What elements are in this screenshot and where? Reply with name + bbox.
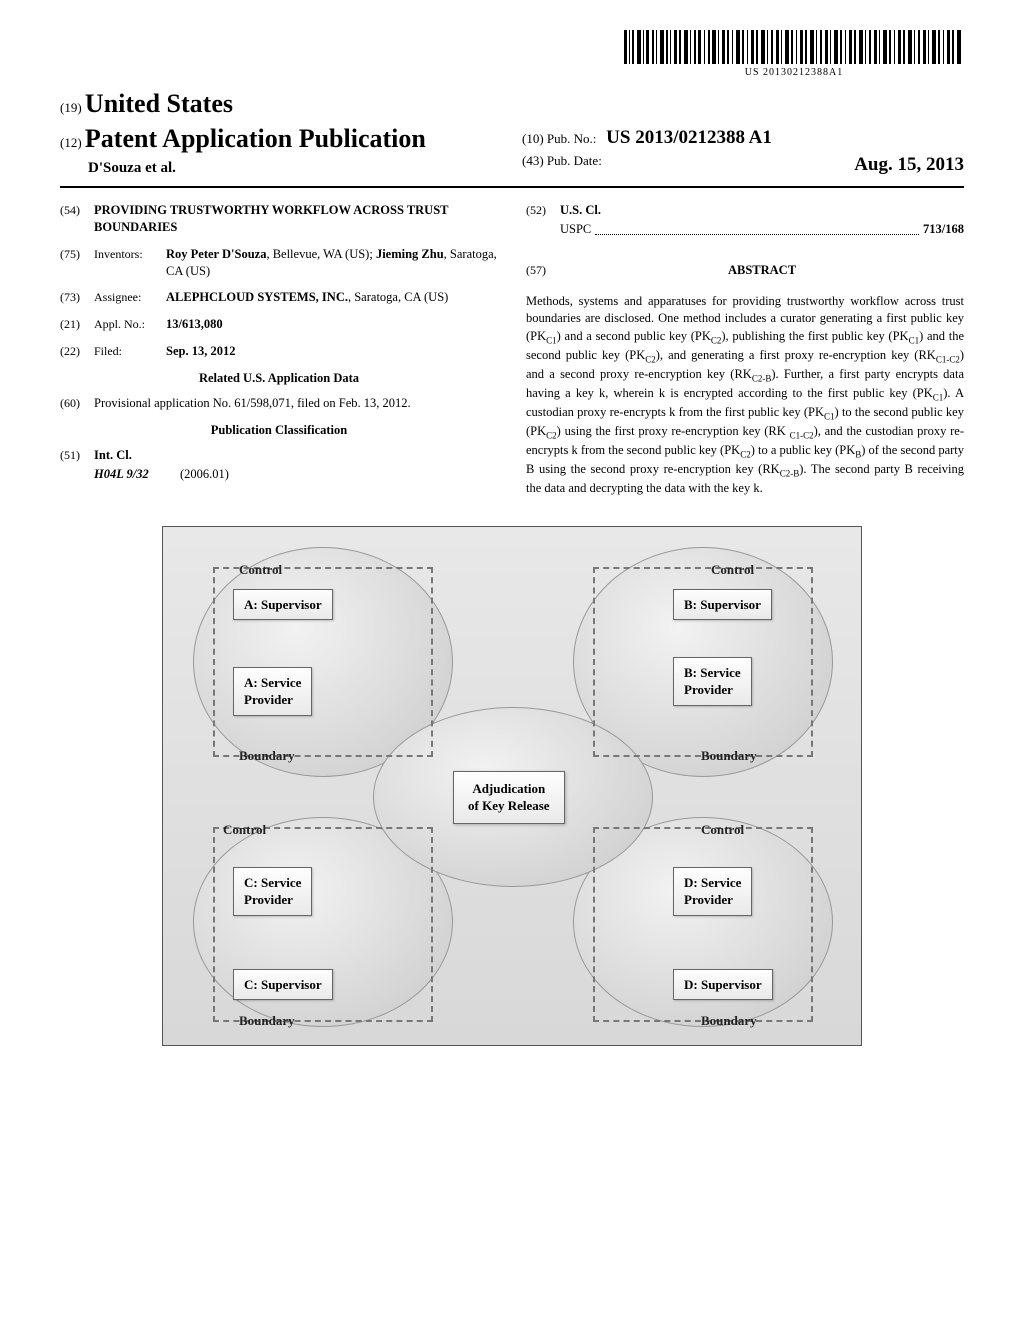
diagram-label: Boundary [701,1012,757,1030]
pubno-label: Pub. No.: [547,131,596,146]
applno-code: (21) [60,316,94,333]
diagram-label: Control [223,821,266,839]
barcode-text: US 20130212388A1 [624,66,964,80]
header-right: (10) Pub. No.: US 2013/0212388 A1 (43) P… [502,125,964,178]
filed-row: (22) Filed: Sep. 13, 2012 [60,343,498,360]
divider [60,186,964,188]
diagram-node: B: ServiceProvider [673,657,752,706]
intcl-class-row: H04L 9/32 (2006.01) [60,466,498,483]
intcl-year: (2006.01) [180,467,229,481]
inventors-value: Roy Peter D'Souza, Bellevue, WA (US); Ji… [166,246,498,280]
provisional-text: Provisional application No. 61/598,071, … [94,395,498,412]
patent-title: PROVIDING TRUSTWORTHY WORKFLOW ACROSS TR… [94,202,498,236]
pubclass-heading: Publication Classification [60,422,498,439]
header-left: (19) United States (12) Patent Applicati… [60,86,502,178]
uspc-value: 713/168 [923,221,964,238]
inventors-code: (75) [60,246,94,280]
pubdate-code: (43) [522,153,544,168]
diagram-label: Boundary [239,747,295,765]
diagram-node: D: Supervisor [673,969,773,1001]
left-column: (54) PROVIDING TRUSTWORTHY WORKFLOW ACRO… [60,202,498,498]
inventors-label: Inventors: [94,246,166,280]
diagram-node: A: Supervisor [233,589,333,621]
authors: D'Souza et al. [60,158,502,178]
header: (19) United States (12) Patent Applicati… [60,86,964,178]
diagram-label: Boundary [239,1012,295,1030]
country-name: United States [85,89,233,118]
title-code: (54) [60,202,94,236]
assignee-label: Assignee: [94,289,166,306]
diagram-node: C: Supervisor [233,969,333,1001]
diagram-node: C: ServiceProvider [233,867,312,916]
pubdate-label: Pub. Date: [547,153,602,168]
applno-value: 13/613,080 [166,317,223,331]
abstract-code: (57) [526,262,560,287]
provisional-row: (60) Provisional application No. 61/598,… [60,395,498,412]
diagram-label: Boundary [701,747,757,765]
provisional-code: (60) [60,395,94,412]
assignee-value: ALEPHCLOUD SYSTEMS, INC., Saratoga, CA (… [166,289,498,306]
diagram-node: B: Supervisor [673,589,772,621]
uspc-row: USPC 713/168 [526,221,964,238]
title-row: (54) PROVIDING TRUSTWORTHY WORKFLOW ACRO… [60,202,498,236]
abstract-text: Methods, systems and apparatuses for pro… [526,293,964,498]
uspc-label: USPC [560,221,591,238]
intcl-row: (51) Int. Cl. [60,447,498,464]
applno-row: (21) Appl. No.: 13/613,080 [60,316,498,333]
pub-type-code: (12) [60,135,82,150]
abstract-head-row: (57) ABSTRACT [526,262,964,287]
diagram-label: Control [239,561,282,579]
barcode: US 20130212388A1 [624,30,964,80]
center-adjudication-box: Adjudicationof Key Release [453,771,565,824]
assignee-code: (73) [60,289,94,306]
intcl-label: Int. Cl. [94,448,132,462]
country-code: (19) [60,100,82,115]
figure-frame: Adjudicationof Key Release A: Supervisor A… [162,526,862,1046]
abstract-label: ABSTRACT [560,262,964,279]
related-heading: Related U.S. Application Data [60,370,498,387]
pub-type: Patent Application Publication [85,124,426,153]
right-column: (52) U.S. Cl. USPC 713/168 (57) ABSTRACT… [526,202,964,498]
inventors-row: (75) Inventors: Roy Peter D'Souza, Belle… [60,246,498,280]
filed-value: Sep. 13, 2012 [166,344,235,358]
barcode-region: US 20130212388A1 [60,30,964,80]
diagram-node: A: ServiceProvider [233,667,312,716]
pubno-code: (10) [522,131,544,146]
assignee-row: (73) Assignee: ALEPHCLOUD SYSTEMS, INC.,… [60,289,498,306]
figure-container: Adjudicationof Key Release A: Supervisor A… [60,526,964,1046]
uscl-row: (52) U.S. Cl. [526,202,964,219]
filed-code: (22) [60,343,94,360]
pubno: US 2013/0212388 A1 [606,127,772,148]
intcl-code: (51) [60,447,94,464]
intcl-class: H04L 9/32 [94,467,149,481]
biblio-columns: (54) PROVIDING TRUSTWORTHY WORKFLOW ACRO… [60,202,964,498]
diagram-label: Control [711,561,754,579]
filed-label: Filed: [94,343,166,360]
barcode-svg [624,30,964,64]
pubdate: Aug. 15, 2013 [854,152,964,178]
applno-label: Appl. No.: [94,316,166,333]
uscl-code: (52) [526,202,560,219]
dotfill [595,225,919,235]
diagram-node: D: ServiceProvider [673,867,752,916]
uscl-label: U.S. Cl. [560,203,601,217]
diagram-label: Control [701,821,744,839]
